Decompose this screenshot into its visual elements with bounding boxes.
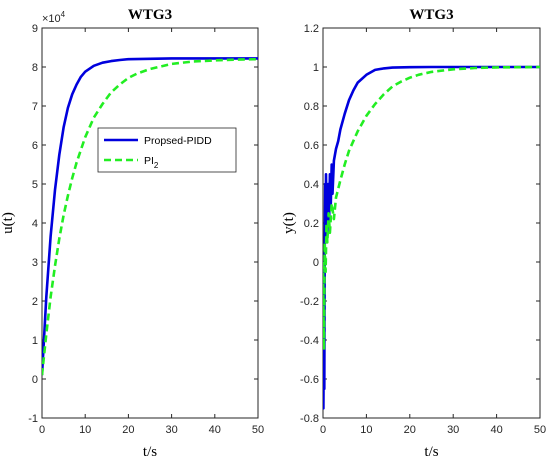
- chart-title: WTG3: [128, 7, 172, 23]
- y-tick-label: 7: [32, 101, 38, 113]
- legend-box: [97, 127, 237, 173]
- y-tick-label: 1.2: [304, 23, 319, 35]
- x-axis-label: t/s: [143, 444, 157, 460]
- x-tick-label: 30: [447, 424, 459, 436]
- x-tick-label: 10: [360, 424, 372, 436]
- y-tick-label: -0.4: [300, 335, 319, 347]
- series-line-pi2: [323, 65, 540, 352]
- y-tick-label: 1: [32, 335, 38, 347]
- legend-label: Propsed-PIDD: [144, 135, 212, 147]
- y-tick-label: 1: [313, 62, 319, 74]
- x-tick-label: 50: [252, 424, 264, 436]
- series-line-propsed-pidd: [42, 57, 258, 376]
- y-tick-label: 0: [32, 374, 38, 386]
- y-tick-label: 0.8: [304, 101, 319, 113]
- y-axis-label: y(t): [281, 212, 297, 234]
- x-tick-label: 20: [122, 424, 134, 436]
- y-tick-label: 0: [313, 257, 319, 269]
- plot-area: [41, 27, 259, 419]
- y-tick-label: 0.6: [304, 140, 319, 152]
- y-tick-label: 4: [32, 218, 38, 230]
- x-tick-label: 30: [165, 424, 177, 436]
- series-line-pi2: [42, 57, 258, 376]
- y-tick-label: 5: [32, 179, 38, 191]
- y-tick-label: 8: [32, 62, 38, 74]
- plot-area: [322, 27, 541, 419]
- chart-title: WTG3: [409, 7, 453, 23]
- x-tick-label: 20: [404, 424, 416, 436]
- y-tick-label: 0.2: [304, 218, 319, 230]
- y-tick-label: 9: [32, 23, 38, 35]
- y-tick-label: -1: [28, 413, 38, 425]
- chart-panel-2: 0 10 20 30 40 50 -0.8 -0.6 -0.4 -0.2 0 0.2 0.4 0.6 0.8…: [281, 7, 546, 460]
- y-tick-label: -0.8: [300, 413, 319, 425]
- y-tick-label: 2: [32, 296, 38, 308]
- x-axis-label: t/s: [424, 444, 438, 460]
- x-tick-label: 40: [490, 424, 502, 436]
- y-tick-label: 3: [32, 257, 38, 269]
- y-tick-label: -0.6: [300, 374, 319, 386]
- x-tick-label: 40: [209, 424, 221, 436]
- y-tick-label: -0.2: [300, 296, 319, 308]
- y-tick-label: 0.4: [304, 179, 319, 191]
- y-exponent-label: ×104: [42, 10, 66, 25]
- y-axis-label: u(t): [0, 212, 16, 234]
- x-tick-label: 0: [39, 424, 45, 436]
- series-line-propsed-pidd: [323, 65, 540, 410]
- x-tick-label: 10: [79, 424, 91, 436]
- x-tick-label: 0: [320, 424, 326, 436]
- y-tick-label: 6: [32, 140, 38, 152]
- x-tick-label: 50: [534, 424, 546, 436]
